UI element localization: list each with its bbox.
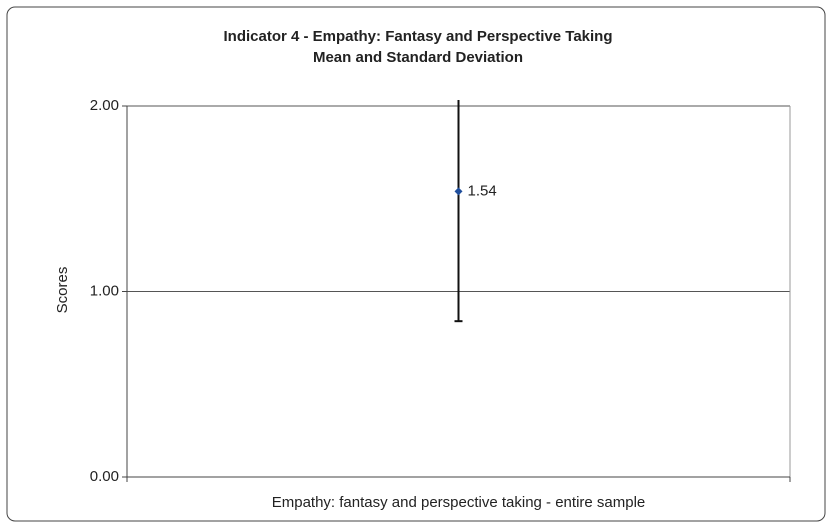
y-axis-label: Scores	[54, 267, 71, 314]
chart-title: Indicator 4 - Empathy: Fantasy and Persp…	[224, 28, 613, 45]
data-label: 1.54	[468, 182, 497, 199]
mean-marker	[454, 187, 463, 196]
x-tick-label: Empathy: fantasy and perspective taking …	[272, 494, 646, 511]
y-tick-label: 0.00	[90, 468, 119, 485]
y-tick-label: 2.00	[90, 97, 119, 114]
chart-subtitle: Mean and Standard Deviation	[313, 49, 523, 66]
chart-frame	[6, 6, 826, 522]
y-tick-label: 1.00	[90, 282, 119, 299]
